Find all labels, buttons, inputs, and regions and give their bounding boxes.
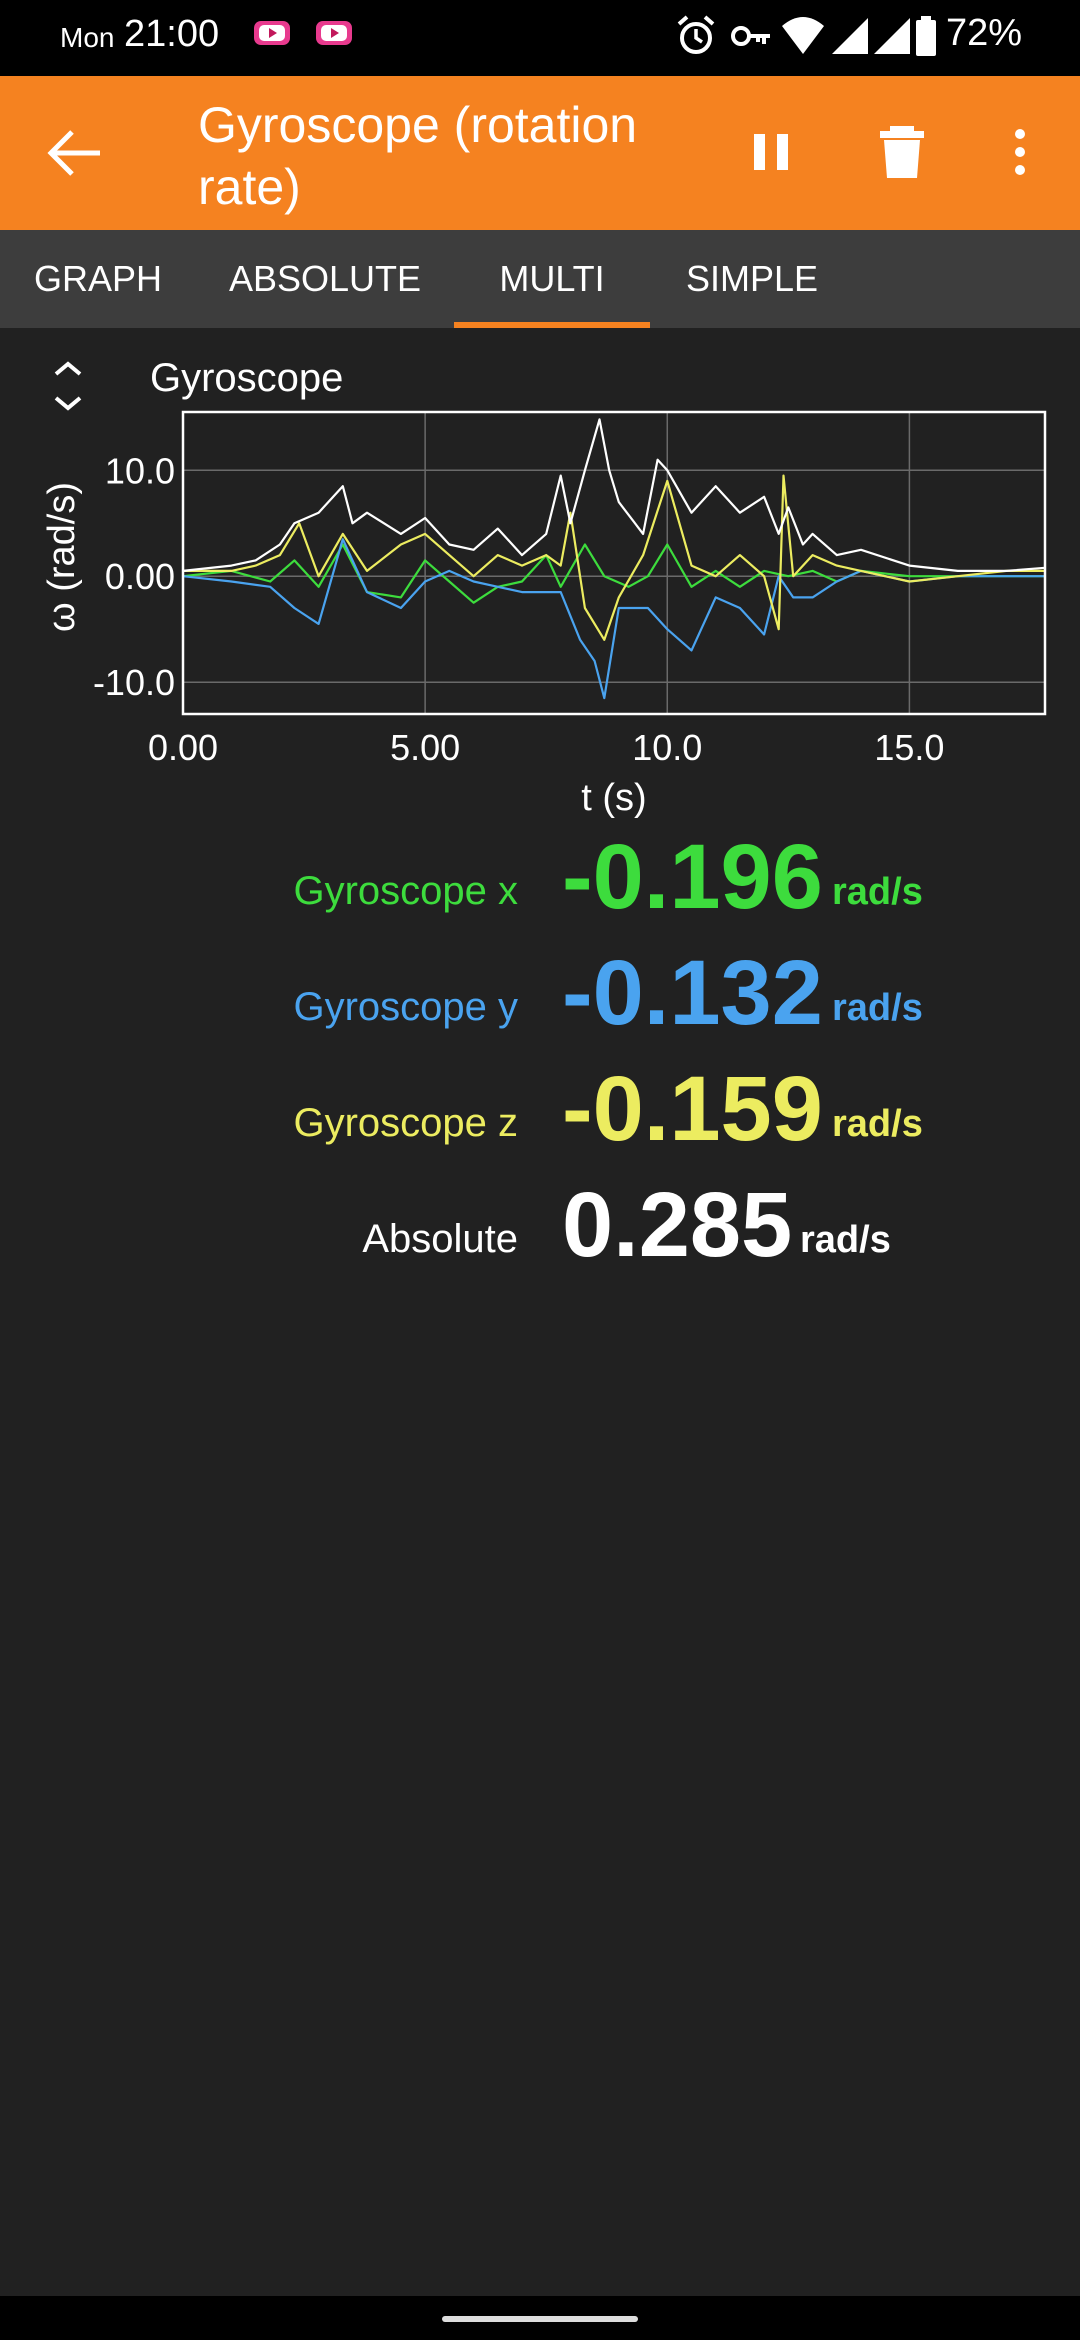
readout-value: -0.196: [562, 826, 823, 928]
tab-multi[interactable]: MULTI: [499, 258, 605, 299]
readout-label: Gyroscope x: [293, 869, 518, 913]
home-gesture-handle[interactable]: [442, 2316, 638, 2322]
chart-ticks: 0.00 5.00 10.0 15.0 10.0 0.00 -10.0: [93, 450, 945, 768]
x-tick-label: 5.00: [390, 727, 460, 768]
vpn-key-icon: [731, 26, 770, 46]
readout-value: -0.159: [562, 1058, 823, 1160]
delete-icon[interactable]: [872, 120, 932, 184]
signal-icon: [832, 18, 868, 54]
tab-absolute[interactable]: ABSOLUTE: [228, 258, 422, 299]
status-day: Mon: [60, 22, 115, 53]
y-tick-label: -10.0: [93, 662, 175, 703]
status-bar: Mon 21:00 72%: [0, 0, 1080, 76]
readout-row-x: Gyroscope x -0.196 rad/s: [0, 826, 1080, 936]
readout-unit: rad/s: [832, 871, 923, 913]
tab-simple[interactable]: SIMPLE: [685, 258, 819, 299]
readout-unit: rad/s: [832, 987, 923, 1029]
more-vert-icon[interactable]: [1000, 120, 1040, 184]
plot-frame: [181, 410, 1047, 716]
signal-icon: [874, 18, 910, 54]
readout-row-y: Gyroscope y -0.132 rad/s: [0, 942, 1080, 1052]
back-arrow-icon[interactable]: [40, 118, 110, 188]
status-time: 21:00: [124, 13, 220, 55]
chart-series: [182, 418, 1046, 700]
readout-row-z: Gyroscope z -0.159 rad/s: [0, 1058, 1080, 1168]
readout-value: 0.285: [562, 1174, 793, 1276]
alarm-icon: [677, 15, 715, 54]
x-axis-label: t (s): [581, 777, 646, 819]
readout-label: Gyroscope z: [293, 1101, 518, 1145]
readout-unit: rad/s: [800, 1219, 891, 1261]
readout-row-absolute: Absolute 0.285 rad/s: [0, 1174, 1080, 1284]
battery-icon: [916, 16, 936, 56]
series-line-absolute: [182, 418, 1046, 572]
tab-graph[interactable]: GRAPH: [33, 258, 163, 299]
readout-unit: rad/s: [832, 1103, 923, 1145]
readout-value: -0.132: [562, 942, 823, 1044]
pause-icon[interactable]: [742, 122, 802, 182]
page-title: Gyroscope (rotation rate): [198, 97, 638, 215]
app-bar: Gyroscope (rotation rate): [0, 76, 1080, 230]
series-line-gyroscope-y: [182, 538, 1045, 700]
tab-bar: GRAPH ABSOLUTE MULTI SIMPLE: [0, 230, 1080, 328]
chart-grid: [182, 412, 1045, 714]
y-tick-label: 0.00: [105, 556, 175, 597]
gyroscope-chart[interactable]: 0.00 5.00 10.0 15.0 10.0 0.00 -10.0 t (s) ω (r…: [0, 400, 1080, 820]
youtube-notification-icon: [254, 21, 290, 45]
youtube-notification-icon: [316, 21, 352, 45]
series-line-gyroscope-x: [182, 543, 1045, 604]
tab-selected-indicator: [454, 322, 650, 328]
readout-label: Gyroscope y: [293, 985, 518, 1029]
series-line-gyroscope-z: [183, 474, 1045, 641]
x-tick-label: 0.00: [148, 727, 218, 768]
x-tick-label: 15.0: [874, 727, 944, 768]
expand-collapse-icon[interactable]: [48, 358, 88, 414]
navigation-bar: [0, 2296, 1080, 2340]
wifi-icon: [782, 17, 824, 54]
x-tick-label: 10.0: [632, 727, 702, 768]
y-axis-label: ω (rad/s): [41, 482, 83, 632]
graph-title: Gyroscope: [150, 356, 344, 400]
y-tick-label: 10.0: [105, 450, 175, 491]
battery-percent: 72%: [946, 12, 1023, 54]
readout-label: Absolute: [362, 1217, 518, 1261]
